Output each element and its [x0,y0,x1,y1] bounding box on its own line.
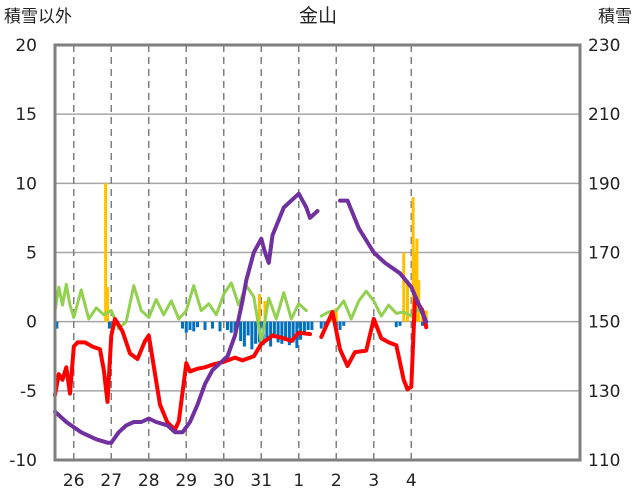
x-tick-label: 4 [406,471,417,491]
snow_change-bar [398,321,402,326]
left-axis-label: 積雪以外 [4,7,72,27]
snow_change-bar [203,321,207,330]
chart-title: 金山 [299,5,337,27]
snow_change-bar [421,321,424,326]
x-tick-label: 28 [138,471,160,491]
snow_change-bar [226,321,229,330]
x-tick-label: 27 [100,471,122,491]
line-series [53,191,429,445]
plot-frame [53,43,582,462]
y-tick-left: 10 [15,174,37,194]
snow_change-bar [188,321,192,330]
snow_change-bar [265,321,269,340]
y-tick-right: 210 [588,105,620,125]
x-tick-label: 31 [250,471,272,491]
y-tick-right: 230 [588,36,620,56]
snow_change-bar [302,321,306,333]
grid [55,45,580,460]
snow_change-bar [284,321,288,342]
snow_change-bar [218,321,222,332]
y-tick-left: 20 [15,36,37,56]
snow_change-bar [272,321,276,339]
precip-bar [257,294,261,322]
x-tick-label: 3 [368,471,379,491]
snow_change-bar [291,321,295,343]
snow_change-bar [229,321,233,333]
snow_change-bar [342,321,346,326]
precip-bar [406,280,409,322]
precip-bar [413,252,417,322]
precip-bar [263,300,267,322]
snow_change-bar [192,321,196,332]
snow_change-bar [181,321,184,329]
y-tick-left: -10 [9,451,37,471]
snow_change-bar [242,321,246,347]
precip-bar [106,287,109,322]
snow_change-bar [299,321,303,340]
temperature-line [53,296,429,432]
snow_change-bar [276,321,280,343]
y-tick-right: 190 [588,174,620,194]
snow_change-bar [319,321,323,329]
right-axis-label: 積雪 [598,7,632,27]
x-tick-label: 26 [63,471,85,491]
precip-bar [402,252,406,322]
precip-bar [411,197,415,322]
snow_change-bar [211,321,214,329]
x-tick-label: 30 [213,471,235,491]
snow_change-bar [394,321,398,328]
snow_change-bar [196,321,199,328]
x-tick-label: 29 [175,471,197,491]
precip-bar [104,183,108,322]
snow_change-bar [55,321,59,329]
x-tick-label: 2 [331,471,342,491]
snow_change-bar [239,321,243,342]
precip-bar [415,238,419,322]
snow_change-bar [250,321,254,350]
y-tick-right: 130 [588,382,620,402]
snow_change-bar [184,321,188,333]
snow_change-bar [107,321,111,329]
y-tick-right: 150 [588,313,620,333]
snow_change-bar [280,321,284,344]
y-tick-left: 0 [26,313,37,333]
snow_change-bar [287,321,291,346]
snow_change-bar [338,321,342,330]
y-tick-left: -5 [20,382,37,402]
snow_depth-line [53,191,429,445]
snow_change-bar [306,321,310,330]
snow_change-bar [310,321,314,330]
precip-bar [424,310,428,322]
snow_change-bar [269,321,273,347]
precip-bar [334,307,338,322]
y-tick-left: 5 [26,244,37,264]
y-tick-left: 15 [15,105,37,125]
y-tick-right: 170 [588,244,620,264]
y-tick-right: 110 [588,451,620,471]
snow_change-bar [254,321,258,344]
snow_change-bar [246,321,250,336]
x-tick-label: 1 [293,471,304,491]
